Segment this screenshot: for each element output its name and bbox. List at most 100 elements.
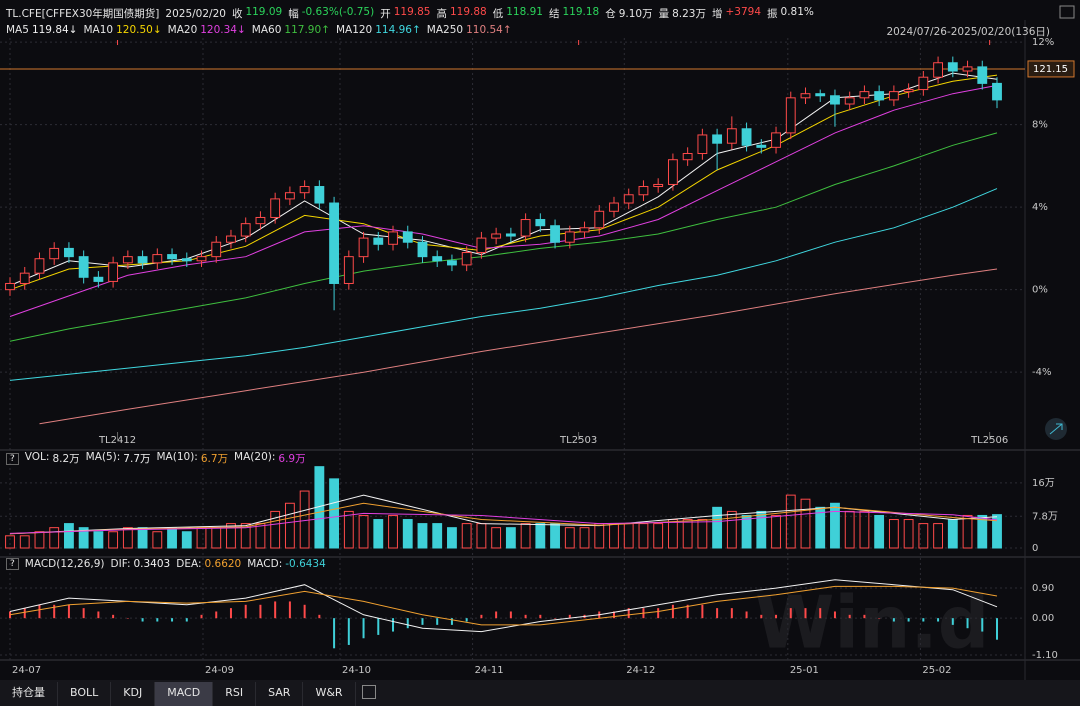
tab[interactable]: 持仓量 <box>0 682 58 706</box>
macd-bar <box>347 618 350 645</box>
macd-bar <box>9 611 11 619</box>
field-label: 量 <box>658 8 670 20</box>
quote-field: 收 119.09 <box>232 6 282 21</box>
indicator-line <box>9 510 998 534</box>
macd-bar <box>922 618 925 622</box>
volume-bar <box>535 523 546 549</box>
help-icon[interactable]: ? <box>6 558 19 570</box>
volume-bar <box>108 531 119 549</box>
tab[interactable]: KDJ <box>111 682 156 706</box>
volume-bar <box>152 531 163 549</box>
quote-field: 增 +3794 <box>712 6 761 21</box>
tab[interactable]: MACD <box>155 682 214 706</box>
tab[interactable]: W&R <box>303 682 356 706</box>
candle-body <box>859 91 870 99</box>
volume-bar <box>844 510 855 549</box>
macd-bar <box>730 608 733 619</box>
volume-bar <box>226 523 236 549</box>
help-icon[interactable]: ? <box>6 452 19 465</box>
volume-bar <box>962 514 973 549</box>
macd-bar <box>937 618 940 622</box>
candle-body <box>505 233 516 237</box>
macd-bar <box>465 618 468 622</box>
volume-bar <box>270 510 281 549</box>
macd-bar <box>878 618 881 619</box>
candle-body <box>196 256 207 262</box>
candle-body <box>417 241 428 258</box>
candle-body <box>520 219 531 237</box>
candle-body <box>343 256 354 284</box>
volume-bar <box>712 506 723 549</box>
contract-label: TL2412 <box>98 435 136 446</box>
y-tick-label: 0 <box>1032 543 1038 554</box>
quote-field: 振 0.81% <box>767 6 814 21</box>
field-label: 结 <box>548 8 560 20</box>
quote-field: 低 118.91 <box>493 6 543 21</box>
legend-value: 120.50↓ <box>116 24 162 36</box>
candle-body <box>93 276 104 282</box>
field-label: 仓 <box>605 8 616 20</box>
range-label: 2024/07/26-2025/02/20(136日) <box>886 26 1050 38</box>
watermark: Win.d <box>755 581 989 665</box>
tab[interactable]: RSI <box>213 682 257 706</box>
volume-bar <box>329 478 340 549</box>
volume-bar <box>830 502 840 549</box>
legend-name: MA250 <box>426 24 464 36</box>
macd-bar <box>450 618 453 625</box>
candle-body <box>638 186 649 196</box>
candle-body <box>432 256 443 262</box>
macd-bar <box>288 601 291 619</box>
candle-body <box>771 132 781 148</box>
volume-bar <box>564 527 575 549</box>
field-label: 振 <box>767 8 778 20</box>
candle-body <box>726 128 737 144</box>
candle-body <box>712 134 723 144</box>
macd-bar <box>406 618 409 629</box>
x-tick-label: 24-07 <box>12 665 41 676</box>
macd-bar <box>568 614 571 619</box>
candle-body <box>800 93 811 99</box>
price-line-label: 121.15 <box>1033 64 1068 75</box>
candle-body <box>122 256 133 264</box>
tab[interactable]: SAR <box>256 682 304 706</box>
volume-bar <box>520 523 531 549</box>
macd-bar <box>495 611 498 619</box>
volume-bar <box>388 514 398 549</box>
volume-bar <box>682 519 693 549</box>
candle-body <box>461 252 472 266</box>
macd-bar <box>686 604 689 619</box>
ma-legend: MA5 119.84↓ MA10 120.50↓ MA20 120.34↓ MA60 117.… <box>6 24 512 36</box>
candle-body <box>962 66 973 72</box>
volume-bar <box>726 510 737 549</box>
macd-bar <box>421 618 424 625</box>
candle-body <box>682 153 693 161</box>
candle-body <box>5 282 15 291</box>
macd-bar <box>981 618 984 632</box>
candle-body <box>491 233 502 239</box>
logo-icon[interactable] <box>1059 5 1075 19</box>
macd-bar <box>436 618 439 625</box>
contract-label: TL2506 <box>970 435 1008 446</box>
macd-bar <box>657 608 660 619</box>
candle-body <box>785 97 796 134</box>
quote-field: 仓 9.10万 <box>605 6 652 21</box>
candle-body <box>830 95 840 105</box>
x-tick-label: 24-12 <box>626 665 655 676</box>
volume-bar <box>461 523 472 549</box>
volume-bar <box>505 527 516 549</box>
candle-body <box>270 198 281 218</box>
add-tab-button[interactable] <box>361 685 376 699</box>
legend-value: 114.96↑ <box>375 24 421 36</box>
tab[interactable]: BOLL <box>58 682 112 706</box>
legend-entry: MA60 117.90↑ <box>252 24 330 36</box>
candle-body <box>992 82 1002 101</box>
volume-bar <box>447 527 457 549</box>
volume-bar <box>594 523 605 549</box>
field-label: 低 <box>492 8 504 20</box>
candle-body <box>888 91 899 101</box>
macd-bar <box>333 618 336 649</box>
volume-bar <box>874 514 885 549</box>
volume-bar <box>550 523 560 549</box>
